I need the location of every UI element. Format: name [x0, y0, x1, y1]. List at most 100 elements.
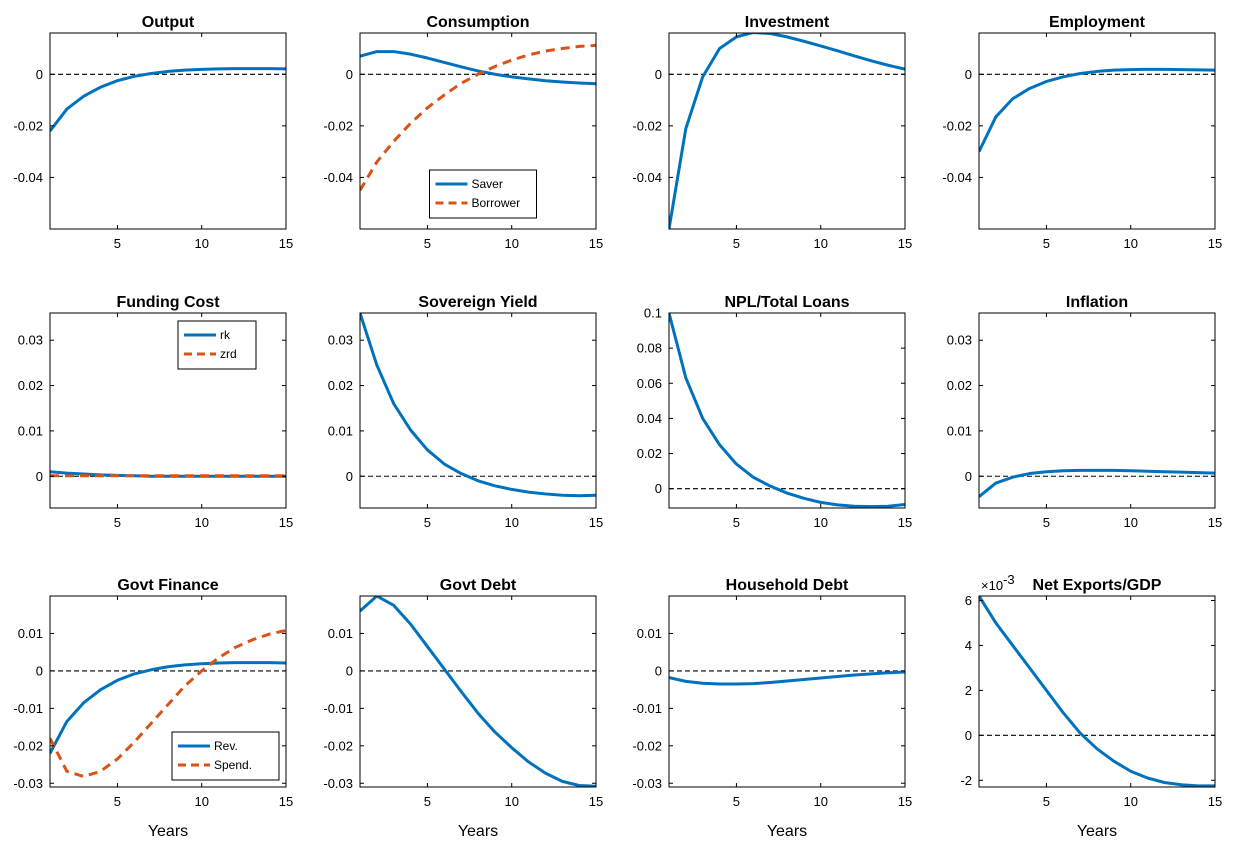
panel-title: Employment [1049, 14, 1146, 31]
series-line-0 [50, 67, 286, 132]
y-tick-label: -0.02 [632, 118, 662, 133]
series-line-0 [669, 670, 905, 686]
y-tick-label: 0 [346, 469, 353, 484]
y-tick-label: 0 [965, 728, 972, 743]
x-tick-label: 5 [1043, 236, 1050, 251]
x-tick-label: 10 [194, 236, 208, 251]
x-tick-label: 15 [898, 236, 912, 251]
y-tick-label: 6 [965, 593, 972, 608]
x-tick-label: 10 [194, 515, 208, 530]
panel-npl-total-loans: NPL/Total Loans 5 10 15 0 0.02 0.04 0.06 0.08 0.1 [637, 294, 913, 530]
axes-box [359, 595, 597, 788]
y-tick-label: 4 [965, 638, 972, 653]
y-tick-label: 0.01 [947, 423, 972, 438]
axes-box [359, 312, 597, 509]
panel-title: Inflation [1066, 294, 1128, 311]
panel-investment: Investment 5 10 15 -0.04 -0.02 0 [632, 14, 912, 251]
y-tick-label: -0.02 [13, 118, 43, 133]
panel-inflation: Inflation 5 10 15 0 0.01 0.02 0.03 [947, 294, 1223, 530]
legend-label: Rev. [214, 739, 238, 753]
x-tick-label: 10 [194, 794, 208, 809]
legend-label: Spend. [214, 758, 252, 772]
axes-box [668, 595, 906, 788]
panel-title: Govt Finance [117, 577, 218, 594]
legend-label: Borrower [472, 196, 521, 210]
x-tick-label: 15 [279, 515, 293, 530]
legend-label: Saver [472, 177, 503, 191]
y-tick-label: 0.06 [637, 376, 662, 391]
series-line-0 [979, 67, 1215, 153]
panel-title: Net Exports/GDP [1033, 577, 1162, 594]
panel-title: Govt Debt [440, 577, 517, 594]
x-tick-label: 10 [813, 236, 827, 251]
y-tick-label: 0.1 [644, 306, 662, 321]
y-tick-label: 0 [36, 469, 43, 484]
panel-net-exports-gdp: Net Exports/GDP 5 10 15 -2 0 2 4 6 Years ×10 -3 [960, 572, 1222, 840]
x-tick-label: 15 [589, 515, 603, 530]
y-tick-label: 0 [965, 469, 972, 484]
x-tick-label: 10 [813, 515, 827, 530]
y-tick-label: 0 [36, 663, 43, 678]
y-tick-label: 0.01 [637, 626, 662, 641]
panel-title: Consumption [426, 14, 529, 31]
panel-consumption: Consumption 5 10 15 -0.04 -0.02 0 Saver Borrower [323, 14, 603, 251]
y-tick-label: -0.04 [13, 170, 43, 185]
legend-box [171, 731, 280, 781]
y-tick-label: 0.08 [637, 341, 662, 356]
y-tick-label: 0.01 [328, 423, 353, 438]
x-tick-label: 15 [898, 794, 912, 809]
axes-box [668, 32, 906, 230]
axes-box [978, 312, 1216, 509]
y-tick-label: -0.03 [13, 776, 43, 791]
x-tick-label: 5 [1043, 515, 1050, 530]
series-line-0 [360, 313, 596, 498]
series-line-rev- [50, 661, 286, 754]
panel-title: Funding Cost [116, 294, 220, 311]
y-tick-label: -0.04 [942, 170, 972, 185]
axes-box [49, 595, 287, 788]
x-tick-label: 10 [504, 515, 518, 530]
x-tick-label: 15 [1208, 515, 1222, 530]
y-tick-label: -2 [960, 773, 972, 788]
axes-box [978, 595, 1216, 788]
y-tick-label: -0.02 [323, 738, 353, 753]
panel-title: Sovereign Yield [418, 294, 537, 311]
y-tick-label: 0.03 [18, 333, 43, 348]
y-tick-label: -0.04 [323, 170, 353, 185]
y-tick-label: 0.02 [328, 378, 353, 393]
y-tick-label: -0.02 [13, 738, 43, 753]
legend: Saver Borrower [429, 169, 537, 219]
series-line-borrower [360, 43, 596, 192]
y-tick-label: 0 [655, 67, 662, 82]
y-tick-label: 0.01 [18, 626, 43, 641]
x-tick-label: 15 [279, 794, 293, 809]
y-tick-label: 0 [965, 67, 972, 82]
x-tick-label: 10 [504, 236, 518, 251]
axes-box [668, 312, 906, 509]
legend-box [429, 169, 537, 219]
y-tick-label: 0.03 [947, 333, 972, 348]
series-line-saver [360, 50, 596, 86]
x-tick-label: 15 [1208, 794, 1222, 809]
legend: rk zrd [177, 320, 257, 370]
x-tick-label: 10 [1123, 236, 1137, 251]
x-tick-label: 15 [589, 236, 603, 251]
x-tick-label: 5 [114, 515, 121, 530]
panel-govt-debt: Govt Debt 5 10 15 -0.03 -0.02 -0.01 0 0.01 Years [323, 577, 603, 840]
series-line-0 [979, 596, 1215, 787]
x-tick-label: 5 [1043, 794, 1050, 809]
y-tick-label: 0.01 [18, 423, 43, 438]
panel-sovereign-yield: Sovereign Yield 5 10 15 0 0.01 0.02 0.03 [328, 294, 604, 530]
y-tick-label: -0.01 [323, 701, 353, 716]
y-tick-label: -0.01 [632, 701, 662, 716]
y-tick-label: -0.03 [323, 776, 353, 791]
y-tick-label: -0.03 [632, 776, 662, 791]
x-axis-label: Years [1077, 823, 1117, 840]
x-tick-label: 5 [733, 794, 740, 809]
panel-funding-cost: Funding Cost 5 10 15 0 0.01 0.02 0.03 rk zrd [18, 294, 294, 530]
x-tick-label: 15 [1208, 236, 1222, 251]
y-tick-label: 0.03 [328, 333, 353, 348]
series-line-spend- [50, 628, 286, 779]
y-tick-label: 0 [346, 67, 353, 82]
axes-box [49, 32, 287, 230]
